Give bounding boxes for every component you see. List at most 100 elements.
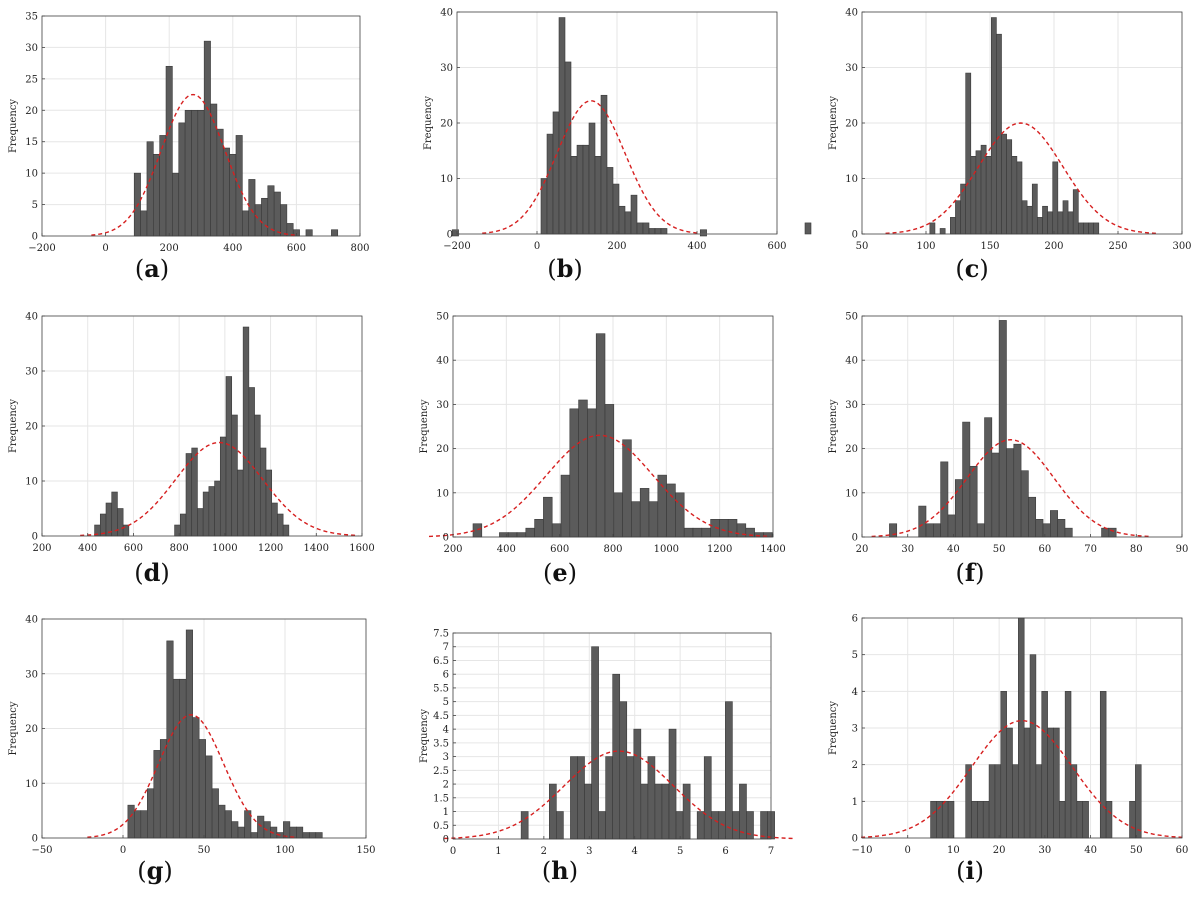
x-tick-label: −200	[28, 243, 55, 254]
histogram-bar	[1129, 801, 1136, 839]
caption-paren: )	[568, 857, 579, 885]
axes-box	[41, 15, 361, 237]
y-tick-label: 5.5	[433, 683, 449, 694]
x-tick-label: 10	[947, 845, 960, 856]
histogram-bar	[971, 801, 978, 839]
y-tick-label: 7.5	[433, 629, 449, 640]
y-tick-label: 50	[436, 312, 449, 323]
x-tick-label: 30	[901, 544, 914, 555]
y-tick-label: 0	[443, 835, 449, 846]
caption-paren: (	[542, 559, 553, 587]
histogram-bar	[941, 801, 949, 839]
panel-caption: (h)	[520, 856, 600, 885]
normal-fit-curve	[482, 100, 700, 234]
x-tick-label: 600	[287, 243, 306, 254]
y-tick-label: 20	[25, 106, 38, 117]
histogram-bar	[947, 801, 955, 839]
y-tick-label: 40	[845, 356, 858, 367]
histogram-bar	[1082, 801, 1089, 839]
y-tick-label: 0	[852, 834, 858, 845]
x-tick-label: 800	[170, 543, 189, 554]
y-tick-label: 3.5	[433, 738, 449, 749]
x-tick-label: 100	[275, 845, 294, 856]
x-tick-label: 1	[495, 846, 501, 857]
y-tick-label: 10	[845, 488, 858, 499]
y-tick-label: 20	[440, 119, 453, 130]
caption-letter: f	[964, 558, 976, 587]
y-tick-label: 40	[436, 356, 449, 367]
x-tick-label: 0	[905, 845, 911, 856]
caption-paren: )	[160, 559, 170, 587]
y-axis-label: Frequency	[419, 399, 430, 453]
y-tick-label: 4.5	[433, 711, 449, 722]
x-tick-label: 5	[677, 846, 683, 857]
caption-paren: (	[955, 559, 965, 587]
y-tick-label: 20	[845, 444, 858, 455]
y-tick-label: 10	[25, 477, 38, 488]
y-tick-label: 0	[32, 532, 38, 543]
y-tick-label: 2	[443, 780, 449, 791]
histogram-bar	[965, 764, 972, 839]
y-tick-label: 7	[443, 642, 449, 653]
y-tick-label: 30	[845, 63, 858, 74]
y-tick-label: 30	[25, 669, 38, 680]
x-tick-label: 400	[497, 544, 516, 555]
panel-caption: (f)	[930, 558, 1010, 587]
x-tick-label: 100	[916, 241, 935, 252]
histogram-bar	[804, 222, 812, 235]
x-tick-label: 40	[1084, 845, 1097, 856]
x-tick-label: 30	[1038, 845, 1051, 856]
y-tick-label: 6.5	[433, 656, 449, 667]
y-tick-label: 10	[25, 779, 38, 790]
y-tick-label: 30	[25, 367, 38, 378]
y-tick-label: 0	[443, 533, 449, 544]
y-tick-label: 30	[436, 400, 449, 411]
y-axis-label: Frequency	[8, 99, 19, 153]
y-tick-label: 30	[25, 43, 38, 54]
normal-fit-curve	[80, 441, 359, 537]
x-tick-label: 200	[607, 241, 626, 252]
y-tick-label: 25	[25, 74, 38, 85]
x-tick-label: 1000	[212, 543, 237, 554]
x-tick-label: 600	[767, 241, 786, 252]
histogram-bar	[1000, 691, 1007, 839]
panel-caption: (a)	[112, 254, 192, 283]
y-tick-label: 0	[447, 230, 453, 241]
y-tick-label: 4	[443, 725, 449, 736]
panel-caption: (g)	[115, 856, 195, 885]
y-tick-label: 40	[25, 615, 38, 626]
x-tick-label: 600	[124, 543, 143, 554]
y-tick-label: 6	[443, 670, 449, 681]
y-tick-label: 1	[443, 807, 449, 818]
x-tick-label: 400	[687, 241, 706, 252]
histogram-bar	[994, 764, 1002, 839]
y-tick-label: 10	[436, 488, 449, 499]
x-tick-label: 1400	[760, 544, 785, 555]
histogram-bar	[1070, 764, 1078, 839]
y-axis-label: Frequency	[423, 96, 434, 150]
y-tick-label: 6	[852, 614, 858, 625]
y-tick-label: 20	[436, 444, 449, 455]
caption-letter: e	[552, 558, 568, 587]
x-tick-label: −200	[443, 241, 470, 252]
y-axis-label: Frequency	[828, 96, 839, 150]
y-tick-label: 0.5	[433, 821, 449, 832]
x-tick-label: 200	[1044, 241, 1063, 252]
x-tick-label: 1200	[258, 543, 283, 554]
caption-paren: )	[974, 857, 984, 885]
x-tick-label: 60	[1176, 845, 1189, 856]
x-tick-label: 20	[856, 544, 869, 555]
caption-paren: )	[979, 255, 989, 283]
x-tick-label: 0	[534, 241, 540, 252]
histogram-bar	[930, 801, 937, 839]
y-tick-label: 3	[443, 752, 449, 763]
axes-box	[861, 315, 1183, 538]
caption-paren: )	[163, 857, 173, 885]
histogram-bar	[451, 229, 459, 237]
normal-fit-curve	[871, 439, 1150, 538]
histogram-bar	[1023, 727, 1031, 839]
